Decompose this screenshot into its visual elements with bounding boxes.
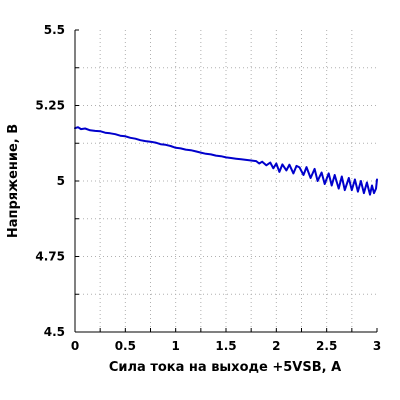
x-tick-label: 2 <box>272 339 280 353</box>
axes <box>74 29 378 333</box>
y-tick-label: 5.5 <box>44 23 65 37</box>
y-tick-label: 5 <box>57 174 65 188</box>
x-tick-label: 0 <box>71 339 79 353</box>
series-line-0 <box>74 126 378 196</box>
tick-labels: 4.5 4.75 5 5.25 5.5 0 0.5 1 1.5 2 2.5 3 <box>35 23 381 353</box>
series-layer <box>74 126 378 196</box>
x-axis-title: Сила тока на выходе +5VSB, А <box>109 360 341 375</box>
x-tick-label: 1 <box>171 339 179 353</box>
x-tick-label: 1.5 <box>215 339 236 353</box>
y-tick-label: 4.5 <box>44 325 65 339</box>
x-tick-label: 2.5 <box>316 339 337 353</box>
y-axis-title: Напряжение, В <box>6 124 21 238</box>
y-tick-label: 4.75 <box>35 250 65 264</box>
x-tick-label: 3 <box>373 339 381 353</box>
x-tick-label: 0.5 <box>115 339 136 353</box>
y-tick-label: 5.25 <box>35 99 65 113</box>
